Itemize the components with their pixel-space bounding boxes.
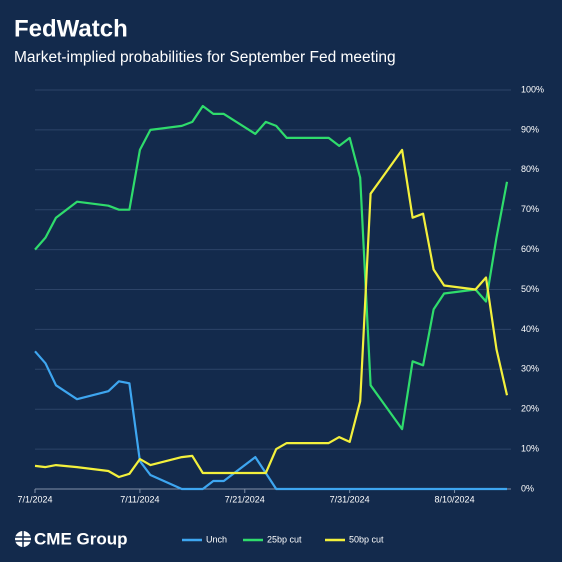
logo: CME Group	[15, 529, 128, 548]
y-tick-label: 0%	[521, 483, 534, 493]
x-tick-label: 7/11/2024	[120, 494, 159, 504]
legend-label: Unch	[206, 534, 227, 544]
series-line	[34, 104, 509, 431]
x-tick-label: 7/21/2024	[225, 494, 265, 504]
series-line	[34, 350, 507, 491]
y-tick-label: 40%	[521, 324, 539, 334]
y-tick-label: 70%	[521, 204, 539, 214]
y-tick-label: 80%	[521, 164, 539, 174]
y-tick-label: 30%	[521, 364, 539, 374]
y-tick-label: 50%	[521, 284, 539, 294]
chart-title: FedWatch	[14, 15, 128, 42]
series-line	[34, 148, 509, 479]
y-tick-label: 20%	[521, 404, 539, 414]
x-tick-label: 7/31/2024	[330, 494, 370, 504]
legend-label: 50bp cut	[349, 534, 384, 544]
y-tick-label: 10%	[521, 443, 539, 453]
y-tick-label: 90%	[521, 124, 539, 134]
x-tick-label: 8/10/2024	[435, 494, 475, 504]
logo-text: CME Group	[34, 529, 128, 548]
logo-globe-lines	[15, 531, 31, 547]
x-tick-label: 7/1/2024	[17, 494, 52, 504]
y-tick-label: 60%	[521, 244, 539, 254]
y-tick-label: 100%	[521, 84, 544, 94]
legend-label: 25bp cut	[267, 534, 302, 544]
chart-subtitle: Market-implied probabilities for Septemb…	[14, 49, 396, 66]
